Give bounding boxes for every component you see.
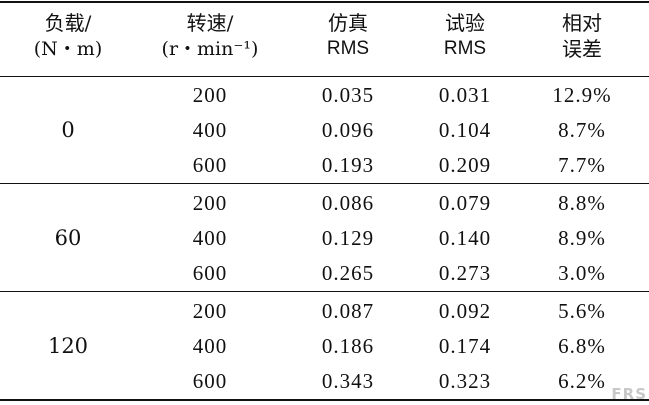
- error-cell: 8.9%: [558, 226, 606, 250]
- test-rms-cell: 0.174: [438, 334, 492, 358]
- bottom-rule: [0, 399, 649, 401]
- sim-rms-cell: 0.193: [321, 153, 375, 177]
- group-divider: [0, 291, 649, 292]
- error-cell: 3.0%: [558, 261, 606, 285]
- sim-rms-cell: 0.343: [321, 369, 375, 393]
- sim-rms-cell: 0.186: [321, 334, 375, 358]
- header-relative-error: 相对 误差: [562, 11, 602, 61]
- test-rms-cell: 0.092: [438, 299, 492, 323]
- speed-cell: 600: [192, 153, 228, 177]
- test-rms-cell: 0.273: [438, 261, 492, 285]
- speed-cell: 200: [192, 191, 228, 215]
- top-rule: [0, 1, 649, 3]
- header-sim-rms: 仿真 RMS: [326, 11, 370, 59]
- sim-rms-cell: 0.096: [321, 118, 375, 142]
- speed-cell: 400: [192, 226, 228, 250]
- error-cell: 6.2%: [558, 369, 606, 393]
- header-load: 负载/ (N・m): [33, 11, 103, 60]
- test-rms-cell: 0.323: [438, 369, 492, 393]
- speed-cell: 400: [192, 118, 228, 142]
- watermark: FRS: [611, 385, 647, 403]
- load-cell: 0: [61, 118, 75, 142]
- header-rule: [0, 76, 649, 77]
- test-rms-cell: 0.079: [438, 191, 492, 215]
- error-cell: 6.8%: [558, 334, 606, 358]
- sim-rms-cell: 0.265: [321, 261, 375, 285]
- load-cell: 120: [47, 334, 89, 358]
- error-cell: 7.7%: [558, 153, 606, 177]
- sim-rms-cell: 0.129: [321, 226, 375, 250]
- test-rms-cell: 0.209: [438, 153, 492, 177]
- test-rms-cell: 0.104: [438, 118, 492, 142]
- test-rms-cell: 0.140: [438, 226, 492, 250]
- error-cell: 8.8%: [558, 191, 606, 215]
- header-test-rms: 试验 RMS: [443, 11, 487, 59]
- test-rms-cell: 0.031: [438, 83, 492, 107]
- speed-cell: 600: [192, 369, 228, 393]
- speed-cell: 200: [192, 299, 228, 323]
- speed-cell: 600: [192, 261, 228, 285]
- sim-rms-cell: 0.086: [321, 191, 375, 215]
- error-cell: 8.7%: [558, 118, 606, 142]
- sim-rms-cell: 0.035: [321, 83, 375, 107]
- error-cell: 5.6%: [558, 299, 606, 323]
- speed-cell: 200: [192, 83, 228, 107]
- error-cell: 12.9%: [552, 83, 612, 107]
- load-cell: 60: [54, 226, 82, 250]
- sim-rms-cell: 0.087: [321, 299, 375, 323]
- group-divider: [0, 183, 649, 184]
- speed-cell: 400: [192, 334, 228, 358]
- header-speed: 转速/ (r・min⁻¹): [161, 11, 259, 60]
